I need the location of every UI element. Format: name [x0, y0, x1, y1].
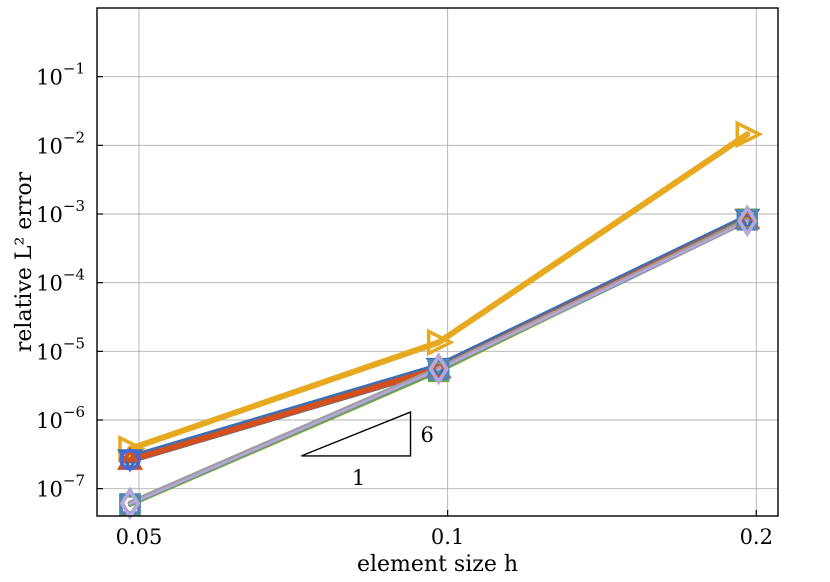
slope-run-label: 1: [352, 466, 365, 490]
series-layer: [125, 131, 752, 507]
diamond-marker: [737, 204, 758, 238]
y-tick-mantissa: 10: [36, 272, 63, 296]
x-tick-label: 0.2: [740, 525, 773, 549]
y-tick-label: 10−5: [36, 334, 85, 364]
series-line: [128, 220, 749, 505]
x-tick-label: 0.05: [116, 525, 163, 549]
y-tick-exponent: −3: [63, 197, 85, 215]
y-tick-exponent: −5: [63, 334, 85, 352]
y-tick-label: 10−2: [36, 128, 85, 158]
diamond-marker: [428, 352, 449, 386]
y-tick-mantissa: 10: [36, 340, 63, 364]
y-axis-label: relative L² error: [12, 171, 37, 352]
y-tick-label: 10−6: [36, 403, 85, 433]
y-tick-label: 10−3: [36, 197, 85, 227]
y-tick-mantissa: 10: [36, 478, 63, 502]
slope-triangle: [301, 411, 412, 457]
series-line: [126, 131, 751, 452]
plot-frame: [96, 7, 779, 517]
y-tick-labels: 10−710−610−510−410−310−210−1: [36, 60, 85, 502]
y-tick-mantissa: 10: [36, 66, 63, 90]
y-tick-label: 10−1: [36, 60, 85, 90]
y-tick-mantissa: 10: [36, 134, 63, 158]
slope-annotation: 6 1: [301, 411, 434, 490]
y-tick-exponent: −6: [63, 403, 85, 421]
y-tick-label: 10−7: [36, 472, 85, 502]
slope-rise-label: 6: [421, 423, 434, 447]
x-axis-label: element size h: [357, 552, 518, 577]
y-tick-mantissa: 10: [36, 203, 63, 227]
grid-lines: [97, 8, 778, 516]
y-tick-mantissa: 10: [36, 409, 63, 433]
diamond-marker: [119, 487, 141, 521]
triangle-right-marker: [426, 328, 455, 357]
x-tick-label: 0.1: [431, 525, 464, 549]
y-tick-exponent: −2: [63, 128, 85, 146]
circle-marker: [119, 448, 141, 471]
y-tick-exponent: −1: [63, 60, 85, 78]
x-tick-labels: 0.05 0.1 0.2: [116, 525, 773, 549]
y-tick-exponent: −7: [63, 472, 85, 490]
y-tick-exponent: −4: [63, 266, 85, 284]
marker-layer: [117, 120, 764, 521]
triangle-right-marker: [735, 120, 764, 149]
y-tick-label: 10−4: [36, 266, 85, 296]
